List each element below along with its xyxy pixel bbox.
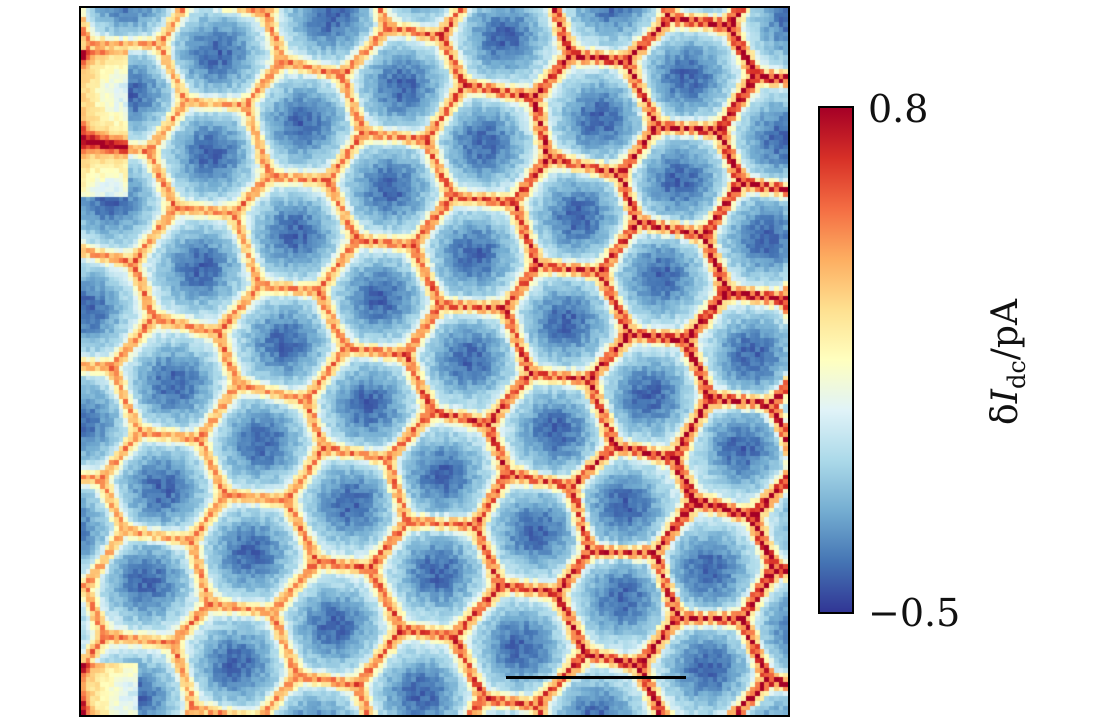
- colorbar-label-suffix: /pA: [984, 299, 1026, 361]
- colorbar-min-tick-label: −0.5: [868, 591, 961, 635]
- colorbar-label-prefix: δ: [984, 403, 1026, 425]
- colorbar-label-symbol: I: [984, 389, 1026, 404]
- colorbar-label-subscript: dc: [1003, 360, 1032, 390]
- colorbar-label: δIdc/pA: [985, 299, 1031, 425]
- scale-bar: [506, 676, 686, 679]
- colorbar: [818, 106, 854, 614]
- heatmap-plot: [79, 6, 790, 717]
- colorbar-max-tick-label: 0.8: [868, 87, 929, 131]
- heatmap-image: [81, 8, 788, 715]
